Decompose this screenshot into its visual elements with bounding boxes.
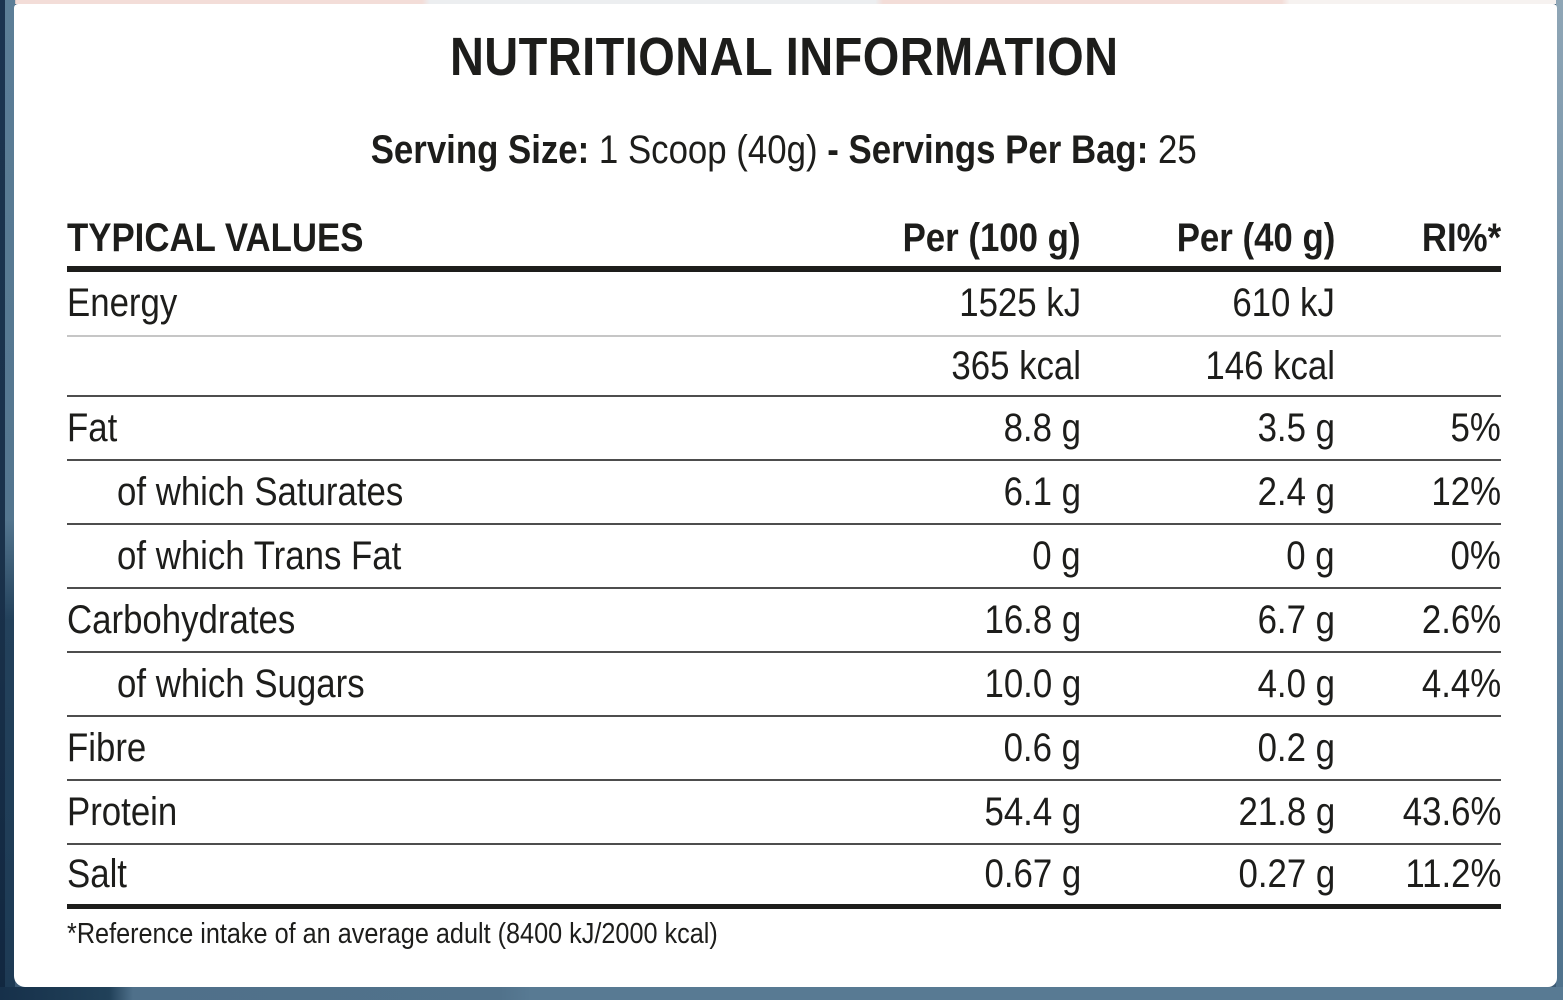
table-row-energy-kj: Energy 1525 kJ 610 kJ — [67, 272, 1501, 337]
reference-intake-footnote: *Reference intake of an average adult (8… — [67, 917, 1501, 952]
row-label — [67, 344, 841, 389]
page-title: NUTRITIONAL INFORMATION — [67, 30, 1501, 84]
value-per-100g: 0.6 g — [1003, 725, 1081, 770]
row-label: Fibre — [67, 725, 147, 770]
row-label: Carbohydrates — [67, 597, 296, 642]
value-per-100g: 6.1 g — [1003, 469, 1081, 514]
value-per-100g: 16.8 g — [984, 597, 1081, 642]
value-per-40g: 0 g — [1286, 533, 1335, 578]
value-per-100g: 0 g — [1032, 533, 1081, 578]
nutrition-label-card: NUTRITIONAL INFORMATION Serving Size: 1 … — [14, 4, 1557, 987]
row-label: of which Sugars — [117, 661, 365, 706]
value-per-40g: 4.0 g — [1257, 661, 1335, 706]
value-per-40g: 0.2 g — [1257, 725, 1335, 770]
value-per-100g: 10.0 g — [984, 661, 1081, 706]
header-per-100g: Per (100 g) — [903, 215, 1081, 260]
row-label: of which Saturates — [117, 469, 404, 514]
value-per-40g: 3.5 g — [1257, 405, 1335, 450]
page-title-text: NUTRITIONAL INFORMATION — [449, 27, 1119, 87]
row-label: Fat — [67, 405, 118, 450]
value-per-100g: 8.8 g — [1003, 405, 1081, 450]
package-bottom-strip — [0, 987, 1563, 1000]
value-ri: 0% — [1450, 533, 1501, 578]
table-row-fibre: Fibre 0.6 g 0.2 g — [67, 717, 1501, 781]
table-row-saturates: of which Saturates 6.1 g 2.4 g 12% — [67, 461, 1501, 525]
reference-intake-footnote-text: *Reference intake of an average adult (8… — [67, 918, 718, 950]
value-ri — [1335, 726, 1501, 771]
value-ri — [1335, 344, 1501, 389]
value-ri: 43.6% — [1402, 789, 1501, 834]
value-ri: 4.4% — [1421, 661, 1501, 706]
value-per-40g: 0.27 g — [1238, 852, 1335, 896]
serving-info-line: Serving Size: 1 Scoop (40g) - Servings P… — [67, 130, 1501, 170]
value-per-100g: 365 kcal — [951, 343, 1081, 388]
servings-per-bag-label: Servings Per Bag: — [848, 128, 1149, 172]
serving-size-label: Serving Size: — [371, 128, 590, 172]
table-row-fat: Fat 8.8 g 3.5 g 5% — [67, 397, 1501, 461]
value-per-40g: 610 kJ — [1232, 281, 1335, 325]
value-per-40g: 21.8 g — [1238, 789, 1335, 834]
table-row-carbohydrates: Carbohydrates 16.8 g 6.7 g 2.6% — [67, 589, 1501, 653]
header-typical-values: TYPICAL VALUES — [67, 215, 364, 260]
table-row-protein: Protein 54.4 g 21.8 g 43.6% — [67, 781, 1501, 845]
package-left-slate-edge — [5, 0, 15, 1000]
row-label: Protein — [67, 789, 178, 834]
value-per-40g: 2.4 g — [1257, 469, 1335, 514]
package-top-edge — [0, 0, 1563, 4]
value-per-40g: 6.7 g — [1257, 597, 1335, 642]
row-label: of which Trans Fat — [117, 533, 402, 578]
value-ri: 12% — [1431, 469, 1501, 514]
value-per-40g: 146 kcal — [1205, 343, 1335, 388]
table-row-salt: Salt 0.67 g 0.27 g 11.2% — [67, 845, 1501, 909]
value-ri: 5% — [1450, 405, 1501, 450]
header-per-40g: Per (40 g) — [1176, 215, 1335, 260]
value-ri: 2.6% — [1421, 597, 1501, 642]
value-per-100g: 0.67 g — [984, 852, 1081, 896]
table-row-sugars: of which Sugars 10.0 g 4.0 g 4.4% — [67, 653, 1501, 717]
value-ri: 11.2% — [1404, 852, 1501, 896]
serving-separator: - — [827, 128, 840, 172]
nutrition-table: TYPICAL VALUES Per (100 g) Per (40 g) RI… — [67, 210, 1501, 952]
serving-size-value: 1 Scoop (40g) — [599, 128, 818, 172]
table-row-energy-kcal: 365 kcal 146 kcal — [67, 337, 1501, 397]
table-header-row: TYPICAL VALUES Per (100 g) Per (40 g) RI… — [67, 210, 1501, 272]
row-label: Energy — [67, 281, 178, 325]
nutrition-label-content: NUTRITIONAL INFORMATION Serving Size: 1 … — [14, 30, 1557, 952]
header-ri-percent: RI%* — [1421, 215, 1501, 260]
value-per-100g: 54.4 g — [984, 789, 1081, 834]
servings-per-bag-value: 25 — [1158, 128, 1197, 172]
package-right-edge — [1556, 0, 1563, 1000]
package-left-navy-edge — [0, 0, 5, 1000]
table-row-trans-fat: of which Trans Fat 0 g 0 g 0% — [67, 525, 1501, 589]
value-per-100g: 1525 kJ — [959, 281, 1081, 325]
row-label: Salt — [67, 852, 127, 896]
value-ri — [1335, 281, 1501, 326]
